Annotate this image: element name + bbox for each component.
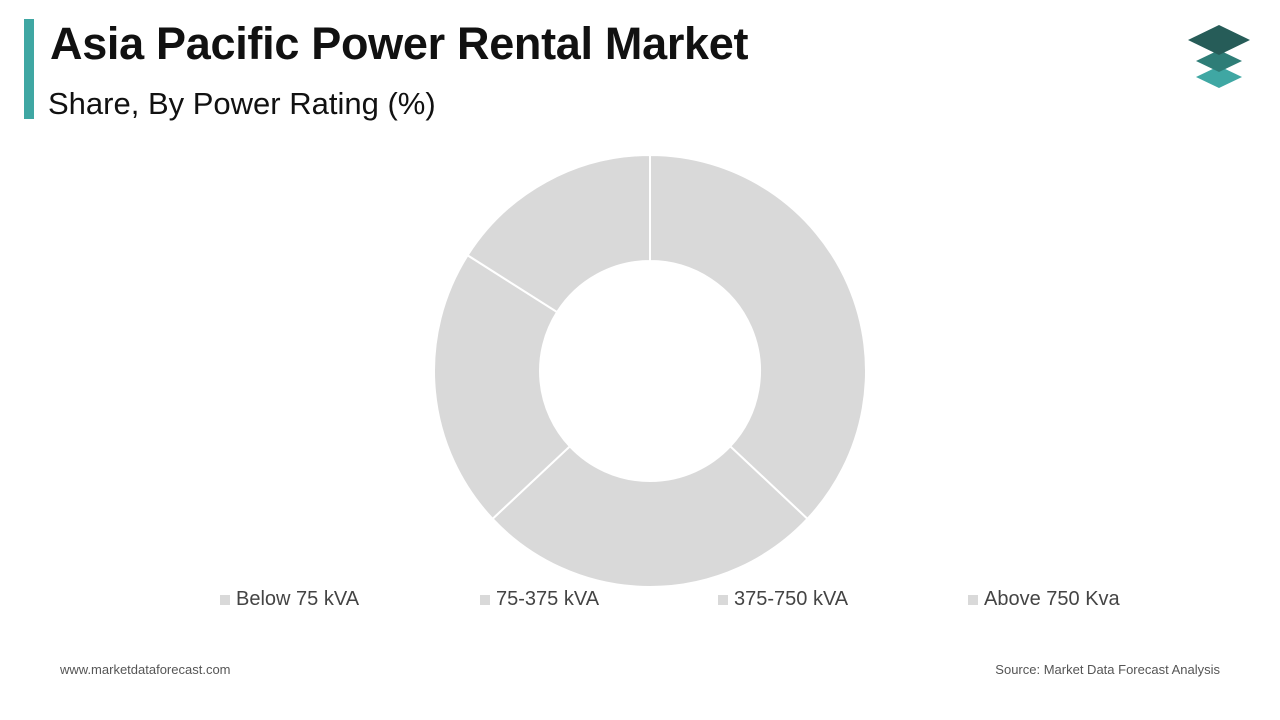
legend-item: Above 750 Kva: [968, 588, 1120, 611]
legend-swatch: [968, 594, 978, 605]
donut-slice-75-375-kva: [491, 444, 809, 588]
chart-legend: Below 75 kVA 75-375 kVA 375-750 kVA Above 7…: [0, 588, 1280, 614]
footer-website: www.marketdataforecast.com: [60, 662, 231, 677]
legend-label: 75-375 kVA: [496, 588, 600, 610]
legend-item: Below 75 kVA: [220, 588, 359, 611]
page-title: Asia Pacific Power Rental Market: [50, 18, 749, 69]
donut-slice-375-750-kva: [433, 253, 572, 521]
legend-item: 375-750 kVA: [718, 588, 848, 611]
legend-label: 375-750 kVA: [734, 588, 849, 610]
legend-label: Below 75 kVA: [236, 588, 360, 610]
donut-slice-above-750-kva: [466, 153, 651, 314]
footer-source: Source: Market Data Forecast Analysis: [995, 662, 1220, 677]
legend-label: Above 750 Kva: [984, 588, 1120, 610]
page-subtitle: Share, By Power Rating (%): [48, 86, 436, 121]
legend-item: 75-375 kVA: [480, 588, 599, 611]
donut-slice-below-75-kva: [649, 153, 867, 521]
legend-swatch: [718, 594, 728, 605]
legend-swatch: [220, 594, 230, 605]
title-accent-bar: [24, 19, 34, 119]
stacked-layers-icon: [1188, 25, 1250, 88]
legend-swatch: [480, 594, 490, 605]
